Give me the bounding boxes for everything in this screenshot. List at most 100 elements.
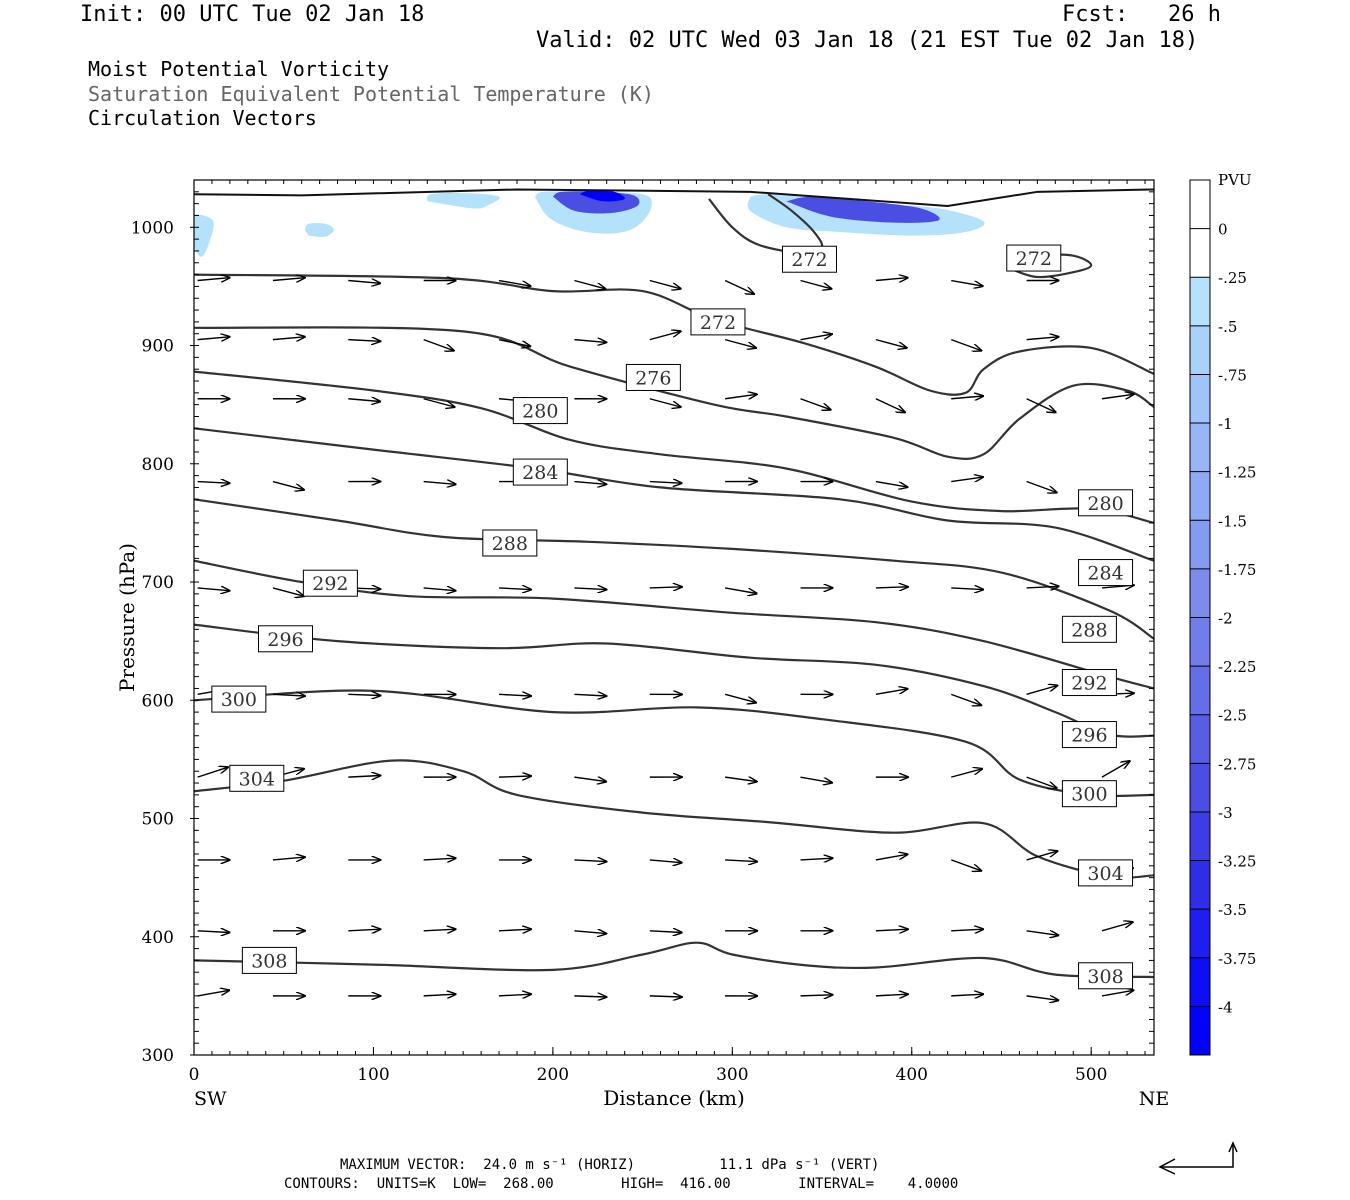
circulation-vector-66: [1026, 686, 1058, 696]
contour-label-box-0: [241, 946, 297, 974]
colorbar-cell-16: [1190, 957, 1210, 1007]
forecast-hour: Fcst: 26 h: [1062, 2, 1221, 27]
circulation-vector-106: [197, 337, 230, 340]
circulation-vector-64: [875, 689, 908, 696]
circulation-vector-118: [197, 278, 230, 281]
circulation-vector-60: [574, 694, 606, 696]
contour-label-box-10: [482, 529, 538, 557]
circulation-vector-77: [875, 587, 908, 588]
colorbar-cell-5: [1190, 423, 1210, 473]
theta-contour-284-6: [194, 427, 1154, 562]
pv-shaded-region-2: [427, 192, 500, 209]
contour-label-box-7: [1061, 721, 1117, 749]
circulation-vector-75: [725, 587, 757, 594]
contour-label-5: 300: [1071, 784, 1107, 806]
circulation-vector-57: [348, 694, 380, 695]
theta-contour-304-1: [194, 759, 1154, 879]
theta-contour-276-8: [194, 326, 1154, 460]
circulation-vector-82: [272, 480, 304, 490]
contour-label-4: 300: [221, 689, 257, 711]
circulation-vector-14: [197, 931, 230, 933]
colorbar-title: PVU: [1218, 171, 1252, 189]
max-vector-legend: [1160, 1145, 1234, 1168]
colorbar-cell-14: [1190, 860, 1210, 910]
circulation-vector-36: [800, 858, 833, 860]
contour-label-16: 276: [635, 367, 671, 389]
circulation-vector-119: [272, 278, 305, 281]
circulation-vector-43: [348, 776, 380, 778]
circulation-vector-20: [649, 931, 682, 933]
y-tick-label-2: 500: [142, 810, 174, 830]
max-vector-legend-head-v: [1228, 1141, 1238, 1153]
y-tick-label-6: 900: [142, 337, 174, 357]
circulation-vector-5: [574, 996, 606, 997]
circulation-vector-117: [1026, 337, 1059, 340]
contour-label-box-15: [1078, 489, 1134, 517]
contour-label-box-9: [1061, 669, 1117, 697]
contour-label-3: 304: [1087, 863, 1123, 885]
colorbar-label-8: -2: [1218, 610, 1233, 628]
theta-contour-296-3: [194, 623, 1154, 738]
circulation-vector-127: [875, 278, 908, 281]
circulation-vector-8: [800, 995, 833, 996]
circulation-vector-110: [498, 338, 530, 347]
contour-label-8: 292: [312, 573, 348, 595]
plot-frame: [193, 179, 1155, 1056]
theta-contour-308-0: [194, 941, 1154, 979]
circulation-vector-18: [499, 929, 531, 931]
circulation-vector-68: [197, 588, 230, 591]
colorbar-label-11: -2.75: [1218, 755, 1256, 773]
valid-time: Valid: 02 UTC Wed 03 Jan 18 (21 EST Tue …: [536, 28, 1199, 53]
pv-shaded-region-0: [194, 214, 214, 257]
colorbar-cell-13: [1190, 811, 1210, 862]
circulation-vector-122: [498, 279, 531, 287]
contour-label-2: 304: [239, 768, 275, 790]
circulation-vector-100: [725, 394, 757, 398]
max-vector-legend-head-h: [1158, 1158, 1176, 1175]
x-tick-label-3: 300: [716, 1065, 748, 1085]
contour-label-19: 272: [1016, 248, 1052, 270]
colorbar-label-12: -3: [1218, 804, 1233, 822]
y-tick-label-0: 300: [142, 1046, 174, 1066]
contour-label-6: 296: [267, 629, 303, 651]
colorbar-cell-4: [1190, 374, 1210, 424]
plot-area-group: [194, 188, 1154, 1009]
contour-label-10: 288: [492, 533, 528, 555]
field-title-vectors: Circulation Vectors: [88, 106, 317, 130]
circulation-vector-103: [951, 396, 983, 399]
sw-label: SW: [194, 1088, 227, 1110]
circulation-vector-81: [197, 482, 230, 484]
circulation-vector-41: [197, 767, 228, 778]
colorbar-label-7: -1.75: [1218, 561, 1256, 579]
contour-label-12: 284: [522, 462, 558, 484]
y-tick-label-4: 700: [142, 573, 174, 593]
circulation-vector-125: [724, 279, 754, 294]
y-axis-title: Pressure (hPa): [115, 543, 139, 692]
circulation-vector-33: [574, 860, 606, 862]
circulation-vector-37: [875, 854, 908, 861]
circulation-vector-51: [951, 769, 982, 778]
contour-label-box-8: [302, 569, 358, 597]
circulation-vector-38: [950, 859, 981, 871]
circulation-vector-45: [499, 776, 531, 777]
circulation-vector-79: [1026, 586, 1059, 588]
colorbar-label-14: -3.5: [1218, 901, 1247, 919]
colorbar-cell-0: [1190, 180, 1210, 230]
contour-label-box-12: [512, 458, 568, 486]
colorbar-label-5: -1.25: [1218, 464, 1256, 482]
pv-shaded-region-6: [786, 196, 940, 223]
circulation-vector-112: [649, 331, 681, 341]
circulation-vector-113: [724, 338, 756, 348]
contour-info: CONTOURS: UNITS=K LOW= 268.00 HIGH= 416.…: [284, 1176, 959, 1192]
colorbar-label-16: -4: [1218, 998, 1233, 1016]
circulation-vector-35: [725, 860, 757, 862]
field-title-pv: Moist Potential Vorticity: [88, 57, 390, 81]
circulation-vector-11: [1026, 996, 1059, 1000]
contour-label-box-3: [1078, 859, 1134, 887]
circulation-vector-116: [950, 338, 981, 351]
circulation-vector-86: [574, 482, 606, 485]
circulation-vector-16: [348, 929, 380, 931]
colorbar-label-2: -.5: [1218, 318, 1237, 336]
contour-label-7: 296: [1071, 725, 1107, 747]
x-tick-label-2: 200: [537, 1065, 569, 1085]
